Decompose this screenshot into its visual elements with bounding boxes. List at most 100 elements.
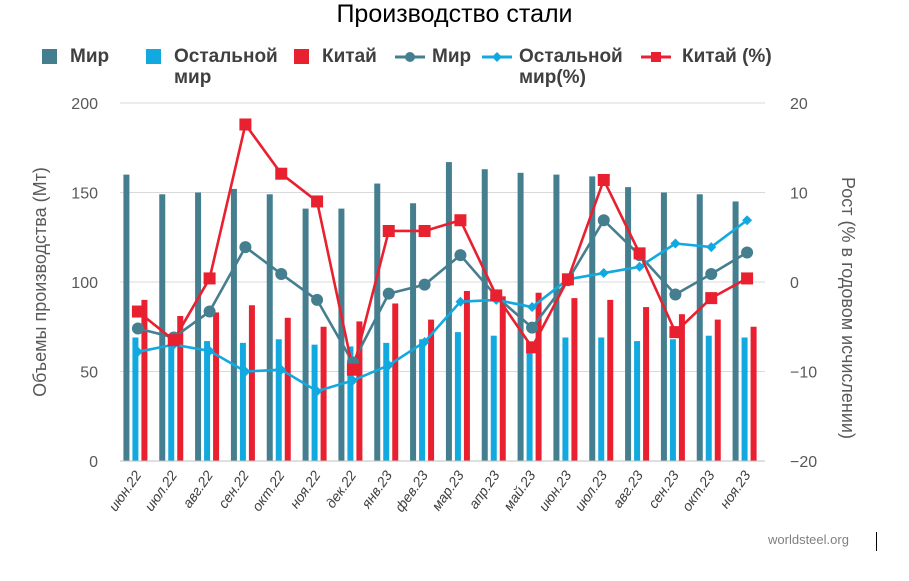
marker-china	[167, 334, 180, 347]
bar-world	[660, 192, 667, 461]
marker-world	[382, 287, 395, 300]
y2-tick-label: −10	[790, 365, 817, 382]
bar-world	[195, 192, 202, 461]
y-tick-label: 0	[89, 454, 98, 471]
bar-rest	[490, 335, 497, 461]
marker-rest	[347, 375, 358, 386]
legend-label-rest-bar: Остальной мир	[174, 46, 278, 88]
x-tick-label: ноя.22	[286, 467, 323, 511]
marker-rest	[132, 346, 143, 357]
bar-world	[374, 183, 381, 462]
marker-world	[239, 241, 252, 254]
bar-china	[714, 319, 721, 461]
marker-china	[741, 272, 754, 285]
x-tick-label: мар.23	[428, 467, 467, 513]
marker-china	[633, 247, 646, 260]
bar-rest	[419, 339, 426, 461]
marker-rest	[204, 345, 215, 356]
marker-china	[490, 289, 503, 302]
marker-china	[131, 305, 144, 318]
x-tick-label: ноя.23	[716, 467, 753, 511]
legend-label-china-line: Китай (%)	[682, 46, 772, 67]
marker-rest	[598, 268, 609, 279]
line-series	[137, 123, 748, 393]
bar-china	[248, 305, 255, 461]
x-tick-label: июн.23	[535, 467, 574, 514]
marker-world	[131, 322, 144, 335]
bar-china	[678, 314, 685, 461]
bar-rest	[526, 342, 533, 461]
legend-swatch-rest-bar	[146, 49, 161, 64]
bar-rest	[634, 341, 641, 461]
marker-rest	[455, 296, 466, 307]
x-tick-label: май.23	[500, 467, 539, 513]
marker-rest	[240, 366, 251, 377]
bar-rest	[168, 337, 175, 461]
bar-china	[141, 299, 148, 461]
legend-swatch-china-line	[641, 52, 671, 62]
legend: Мир Остальной мир Китай Мир Остальной ми…	[0, 44, 909, 94]
bar-rest	[204, 341, 211, 461]
bar-world	[266, 194, 273, 462]
marker-china	[239, 118, 252, 131]
marker-world	[418, 278, 431, 291]
line-rest	[137, 219, 748, 393]
legend-label-china-bar: Китай	[322, 46, 377, 67]
bar-world	[338, 208, 345, 461]
marker-china	[275, 167, 288, 180]
x-tick-label: апр.23	[465, 467, 503, 511]
bar-china	[213, 312, 220, 461]
marker-china	[418, 224, 431, 237]
y-tick-label: 100	[71, 275, 98, 292]
y2-tick-label: −20	[790, 454, 817, 471]
x-tick-label: сен.23	[645, 467, 682, 511]
marker-china	[561, 273, 574, 286]
marker-world	[275, 267, 288, 280]
bar-world	[481, 169, 488, 462]
text-cursor	[876, 532, 877, 551]
bar-china	[750, 326, 757, 461]
legend-swatch-rest-line	[482, 52, 512, 62]
source-label: worldsteel.org	[768, 532, 849, 547]
bar-rest	[562, 337, 569, 461]
marker-rest	[276, 364, 287, 375]
marker-rest	[706, 242, 717, 253]
chart-title: Производство стали	[336, 0, 573, 28]
bar-rest	[669, 339, 676, 461]
bar-china	[499, 296, 506, 461]
bar-rest	[347, 346, 354, 461]
marker-rest	[312, 386, 323, 397]
bar-china	[356, 321, 363, 461]
bar-china	[643, 307, 650, 461]
marker-china	[526, 341, 539, 354]
marker-rest	[527, 302, 538, 313]
bar-world	[589, 176, 596, 461]
marker-china	[311, 195, 324, 208]
x-tick-label: сен.22	[215, 467, 252, 511]
x-tick-label: июл.22	[141, 467, 180, 514]
x-tick-label: янв.23	[357, 467, 395, 512]
x-tick-label: окт.23	[678, 467, 717, 514]
line-china	[137, 123, 748, 372]
y-tick-label: 150	[71, 186, 98, 203]
x-tick-label: июн.22	[105, 467, 144, 514]
legend-label-rest-line: Остальной мир(%)	[519, 46, 623, 88]
x-tick-label: фев.23	[391, 467, 431, 514]
legend-label-world-bar: Мир	[70, 46, 110, 67]
marker-rest	[670, 238, 681, 249]
bar-rest	[598, 337, 605, 461]
y2-tick-label: 10	[790, 186, 808, 203]
x-tick-label: авг.22	[179, 467, 216, 510]
line-markers	[131, 118, 754, 397]
x-tick-label: авг.23	[609, 467, 646, 510]
bar-china	[428, 319, 435, 461]
bar-world	[302, 208, 309, 461]
marker-world	[741, 246, 754, 259]
bar-china	[284, 317, 291, 461]
marker-china	[669, 326, 682, 339]
marker-china	[454, 214, 467, 227]
marker-china	[203, 272, 216, 285]
bar-china	[535, 292, 542, 461]
y2-tick-label: 0	[790, 275, 799, 292]
bar-world	[445, 162, 452, 461]
